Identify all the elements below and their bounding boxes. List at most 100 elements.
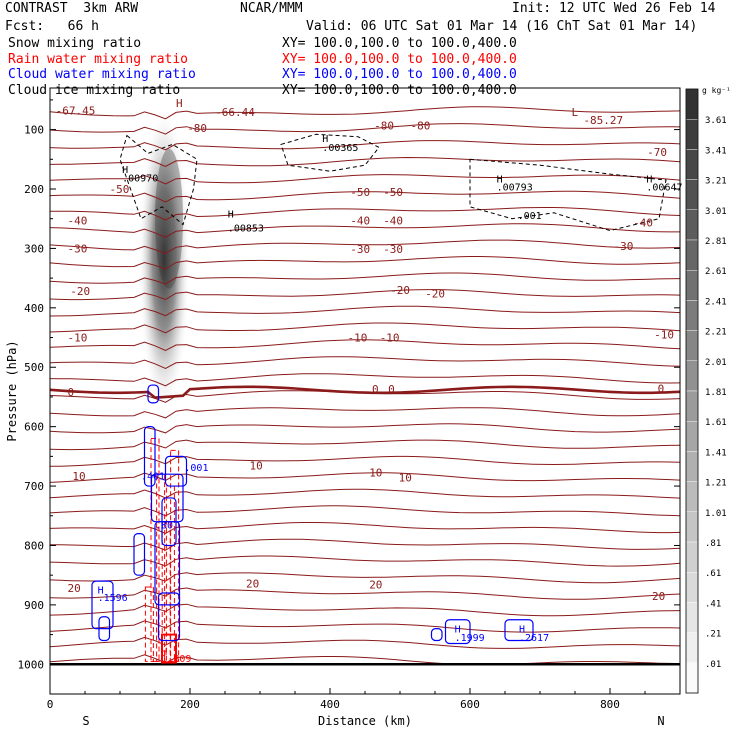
temperature-contour <box>50 305 680 317</box>
y-tick-label: 500 <box>24 361 44 374</box>
y-tick-label: 100 <box>24 124 44 137</box>
x-axis-label: Distance (km) <box>318 714 412 728</box>
temperature-label: -80 <box>374 119 394 132</box>
temperature-label: 10 <box>250 459 263 472</box>
colorbar: 3.61 3.41 3.21 3.01 2.81 2.61 2.41 2.21 2.01 1.81… <box>685 86 731 694</box>
legend-cloud-water-label: Cloud water mixing ratio <box>8 67 196 82</box>
temperature-label: -30 <box>350 243 370 256</box>
maxmin-label: .001 <box>184 463 208 474</box>
legend-rain-label: Rain water mixing ratio <box>8 52 189 67</box>
snow-plume <box>138 105 191 416</box>
temperature-label: -40 <box>633 216 653 229</box>
colorbar-box <box>685 88 699 120</box>
maxmin-label: .00793 <box>497 183 533 194</box>
cloud-water-contour <box>504 619 534 642</box>
y-tick-label: 300 <box>24 242 44 255</box>
temperature-label: -30 <box>68 242 88 255</box>
colorbar-box <box>685 662 699 694</box>
temperature-label: 10 <box>399 472 412 485</box>
temperature-contour <box>50 636 680 649</box>
colorbar-unit: g kg⁻¹ <box>702 86 731 95</box>
maxmin-label: .00365 <box>322 143 358 154</box>
zero-isotherm <box>50 385 680 399</box>
temperature-contour <box>50 488 680 499</box>
temperature-label: -85.27 <box>583 114 623 127</box>
cloud-water-contour <box>164 455 188 487</box>
temperature-label: 20 <box>369 579 382 592</box>
temperature-label: -66.44 <box>215 106 255 119</box>
rain-contour <box>170 449 180 662</box>
temperature-contour <box>50 207 680 221</box>
temperature-label: -40 <box>68 214 88 227</box>
temperature-contour <box>50 190 680 203</box>
colorbar-box <box>685 179 699 211</box>
temperature-contour <box>50 223 680 238</box>
x-tick-label: 400 <box>320 698 340 711</box>
colorbar-box <box>685 149 699 180</box>
y-tick-label: 400 <box>24 302 44 315</box>
colorbar-box <box>685 481 699 513</box>
temperature-label: -40 <box>383 214 403 227</box>
maxmin-label: 1.809 <box>161 654 191 665</box>
legend-cloud-ice-label: Cloud ice mixing ratio <box>8 83 180 98</box>
colorbar-box <box>685 360 699 392</box>
legend-cloud-water-xy: XY= 100.0,100.0 to 100.0,400.0 <box>282 67 517 82</box>
colorbar-label: 3.41 <box>705 146 727 156</box>
maxmin-label: .1999 <box>455 633 485 644</box>
center-title: NCAR/MMM <box>240 1 303 16</box>
temperature-contour <box>50 654 680 666</box>
legend-snow-xy: XY= 100.0,100.0 to 100.0,400.0 <box>282 36 517 51</box>
temperature-contour <box>50 603 680 617</box>
contour-labels: -67.45 H -66.44 L -85.27 -80 -80 -80 -70 -50 -50 -5… <box>56 97 683 665</box>
cloud-ice-contour <box>119 134 198 226</box>
cloud-water-contour <box>430 628 443 642</box>
colorbar-label: 3.61 <box>705 116 727 126</box>
cloud-water-contour <box>91 580 114 630</box>
colorbar-box <box>685 209 699 241</box>
temperature-label: 10 <box>72 470 85 483</box>
colorbar-box <box>685 118 699 150</box>
maxmin-label: .1596 <box>98 593 128 604</box>
colorbar-box <box>685 572 699 603</box>
valid-time: Valid: 06 UTC Sat 01 Mar 14 (16 ChT Sat … <box>306 19 698 34</box>
hydrometeor-contours <box>91 133 667 664</box>
north-label: N <box>657 714 664 728</box>
temperature-label: 0 <box>372 383 379 396</box>
colorbar-box <box>685 632 699 663</box>
temperature-label: -30 <box>383 243 403 256</box>
temperature-contour <box>50 156 680 168</box>
colorbar-box <box>685 451 699 482</box>
maxmin-label: H <box>455 625 461 636</box>
cloud-water-contour <box>154 521 181 606</box>
temperature-contour <box>50 140 680 151</box>
maxmin-label: H <box>497 174 503 185</box>
colorbar-label: 1.01 <box>705 509 727 519</box>
temperature-label: 0 <box>658 383 665 396</box>
temperature-label: -70 <box>647 146 667 159</box>
maxmin-label: .00647 <box>646 183 682 194</box>
legend-cloud-ice-xy: XY= 100.0,100.0 to 100.0,400.0 <box>282 83 517 98</box>
temperature-label: H <box>176 97 183 110</box>
y-tick-label: 700 <box>24 480 44 493</box>
colorbar-frame <box>685 88 699 694</box>
temperature-contour <box>50 322 680 334</box>
colorbar-label: 2.61 <box>705 267 727 277</box>
colorbar-label: 2.81 <box>705 237 727 247</box>
colorbar-box <box>685 330 699 362</box>
colorbar-box <box>685 390 699 422</box>
temperature-contour <box>50 339 680 352</box>
temperature-label: 10 <box>369 466 382 479</box>
rain-core <box>161 633 177 664</box>
temperature-contour <box>50 587 680 600</box>
cloud-water-contour <box>143 426 156 487</box>
colorbar-box <box>685 270 699 301</box>
cloud-water-contour <box>161 497 177 547</box>
colorbar-label: 1.61 <box>705 418 727 428</box>
colorbar-box <box>685 421 699 452</box>
temperature-label: -20 <box>425 288 445 301</box>
maxmin-label: H <box>122 165 128 176</box>
maxmin-label: .001 <box>518 211 542 222</box>
rain-contour <box>156 473 166 662</box>
colorbar-label: 3.01 <box>705 207 727 217</box>
temperature-contour <box>50 272 680 285</box>
